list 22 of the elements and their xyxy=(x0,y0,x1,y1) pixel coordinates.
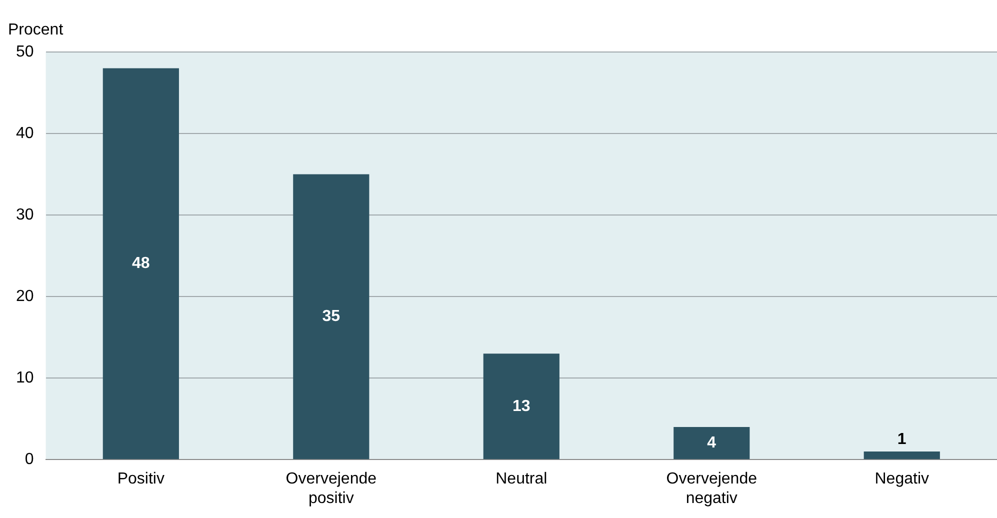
y-tick-label: 40 xyxy=(16,124,34,142)
y-tick-label: 0 xyxy=(24,451,34,468)
bar xyxy=(483,354,560,460)
data-label: 13 xyxy=(512,398,530,415)
bar xyxy=(864,451,940,460)
x-tick-label: Neutral xyxy=(496,470,548,488)
data-label: 48 xyxy=(132,255,150,272)
y-tick-label: 20 xyxy=(16,288,34,305)
y-tick-label: 30 xyxy=(16,206,34,224)
y-tick-label: 10 xyxy=(16,369,34,386)
y-tick-label: 50 xyxy=(16,43,34,60)
bar xyxy=(102,68,179,460)
x-tick-label: Overvejende negativ xyxy=(666,470,758,507)
data-label: 1 xyxy=(897,430,906,448)
x-tick-label: Positiv xyxy=(117,470,164,488)
x-tick-label: Negativ xyxy=(874,470,930,488)
data-label: 35 xyxy=(322,308,340,326)
bar xyxy=(674,426,750,460)
data-label: 4 xyxy=(707,434,716,452)
x-tick-label: Overvejende positiv xyxy=(286,470,377,507)
y-axis-title: Procent xyxy=(8,21,64,38)
bar xyxy=(293,174,370,460)
